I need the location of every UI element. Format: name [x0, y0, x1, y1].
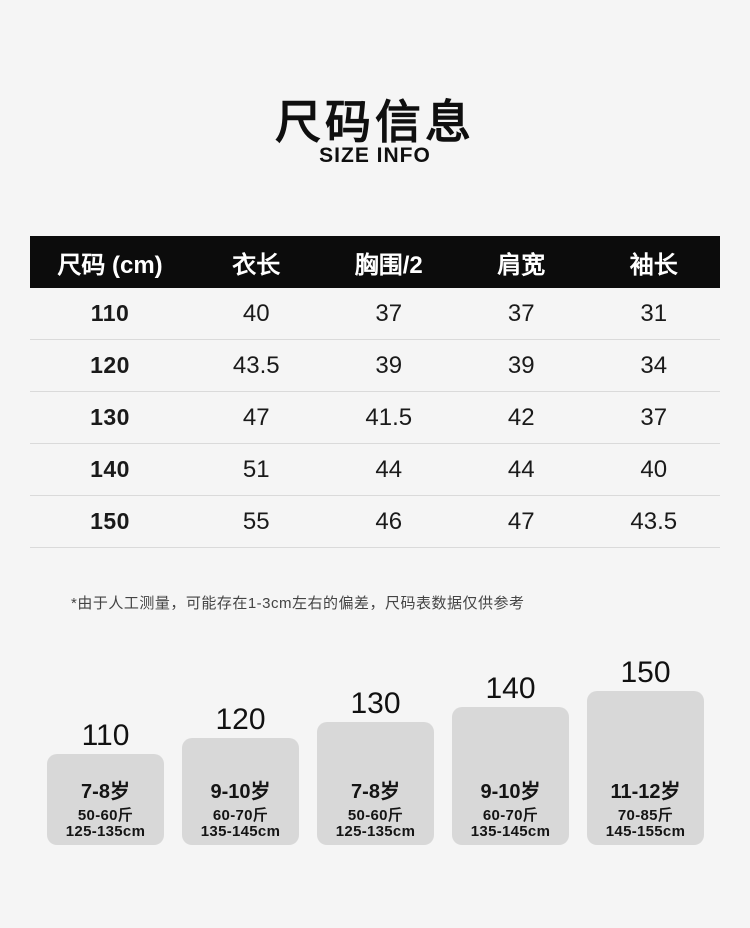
size-table: 尺码 (cm) 衣长 胸围/2 肩宽 袖长 110 40 37 37 31 12…: [30, 236, 720, 548]
bar-weight-label: 60-70斤: [212, 807, 269, 824]
page-title: 尺码信息: [275, 96, 475, 148]
size-cell: 150: [90, 508, 130, 534]
bar-age-label: 11-12岁: [610, 781, 681, 803]
page-subtitle: SIZE INFO: [319, 144, 431, 167]
bar-group-120: 120 9-10岁 60-70斤 135-145cm: [182, 704, 299, 845]
size-bar: 7-8岁 50-60斤 125-135cm: [47, 754, 164, 845]
value-cell: 40: [242, 299, 270, 327]
size-bar: 9-10岁 60-70斤 135-145cm: [182, 738, 299, 845]
header-cell-shoulder: 肩宽: [497, 251, 546, 279]
bar-height-label: 125-135cm: [65, 823, 146, 840]
header-cell-size: 尺码 (cm): [57, 251, 163, 279]
value-cell: 47: [507, 507, 535, 535]
bar-size-label: 150: [620, 656, 671, 689]
size-cell: 130: [90, 404, 130, 430]
size-table-row-110: 110 40 37 37 31: [30, 288, 720, 340]
bar-age-label: 9-10岁: [480, 781, 541, 803]
size-bar: 7-8岁 50-60斤 125-135cm: [317, 722, 434, 845]
value-cell: 46: [375, 507, 403, 535]
value-cell: 43.5: [232, 351, 280, 379]
value-cell: 44: [507, 455, 535, 483]
bar-age-label: 9-10岁: [210, 781, 271, 803]
bar-height-label: 135-145cm: [200, 823, 281, 840]
bar-size-label: 130: [350, 687, 401, 720]
size-table-row-130: 130 47 41.5 42 37: [30, 392, 720, 444]
size-bar: 11-12岁 70-85斤 145-155cm: [587, 691, 704, 845]
header-cell-sleeve: 袖长: [629, 251, 678, 279]
value-cell: 37: [640, 403, 668, 431]
size-guide-bar-chart: 110 7-8岁 50-60斤 125-135cm 120 9-10岁 60-7…: [47, 657, 704, 845]
bar-group-150: 150 11-12岁 70-85斤 145-155cm: [587, 657, 704, 845]
value-cell: 39: [507, 351, 535, 379]
size-table-row-120: 120 43.5 39 39 34: [30, 340, 720, 392]
bar-height-label: 135-145cm: [470, 823, 551, 840]
bar-size-label: 120: [215, 703, 266, 736]
value-cell: 55: [242, 507, 270, 535]
value-cell: 40: [640, 455, 668, 483]
bar-group-110: 110 7-8岁 50-60斤 125-135cm: [47, 720, 164, 845]
value-cell: 47: [242, 403, 270, 431]
size-cell: 110: [90, 300, 130, 326]
size-bar: 9-10岁 60-70斤 135-145cm: [452, 707, 569, 845]
measurement-note: *由于人工测量，可能存在1-3cm左右的偏差，尺码表数据仅供参考: [71, 595, 525, 612]
header-cell-length: 衣长: [232, 251, 281, 279]
header-cell-chest: 胸围/2: [354, 251, 423, 279]
bar-group-130: 130 7-8岁 50-60斤 125-135cm: [317, 688, 434, 845]
bar-age-label: 7-8岁: [351, 781, 400, 803]
value-cell: 37: [375, 299, 403, 327]
value-cell: 44: [375, 455, 403, 483]
value-cell: 51: [242, 455, 270, 483]
bar-age-label: 7-8岁: [81, 781, 130, 803]
bar-weight-label: 60-70斤: [482, 807, 539, 824]
value-cell: 34: [640, 351, 668, 379]
size-table-header-row: 尺码 (cm) 衣长 胸围/2 肩宽 袖长: [30, 236, 720, 288]
size-table-row-140: 140 51 44 44 40: [30, 444, 720, 496]
bar-group-140: 140 9-10岁 60-70斤 135-145cm: [452, 673, 569, 845]
bar-size-label: 140: [485, 672, 536, 705]
value-cell: 41.5: [365, 403, 413, 431]
value-cell: 42: [507, 403, 535, 431]
size-table-row-150: 150 55 46 47 43.5: [30, 496, 720, 548]
bar-weight-label: 70-85斤: [617, 807, 674, 824]
value-cell: 37: [507, 299, 535, 327]
value-cell: 39: [375, 351, 403, 379]
size-cell: 140: [90, 456, 130, 482]
bar-size-label: 110: [81, 719, 130, 752]
bar-weight-label: 50-60斤: [347, 807, 404, 824]
bar-height-label: 145-155cm: [605, 823, 686, 840]
bar-weight-label: 50-60斤: [77, 807, 134, 824]
value-cell: 31: [640, 299, 668, 327]
value-cell: 43.5: [630, 507, 678, 535]
size-cell: 120: [90, 352, 130, 378]
bar-height-label: 125-135cm: [335, 823, 416, 840]
